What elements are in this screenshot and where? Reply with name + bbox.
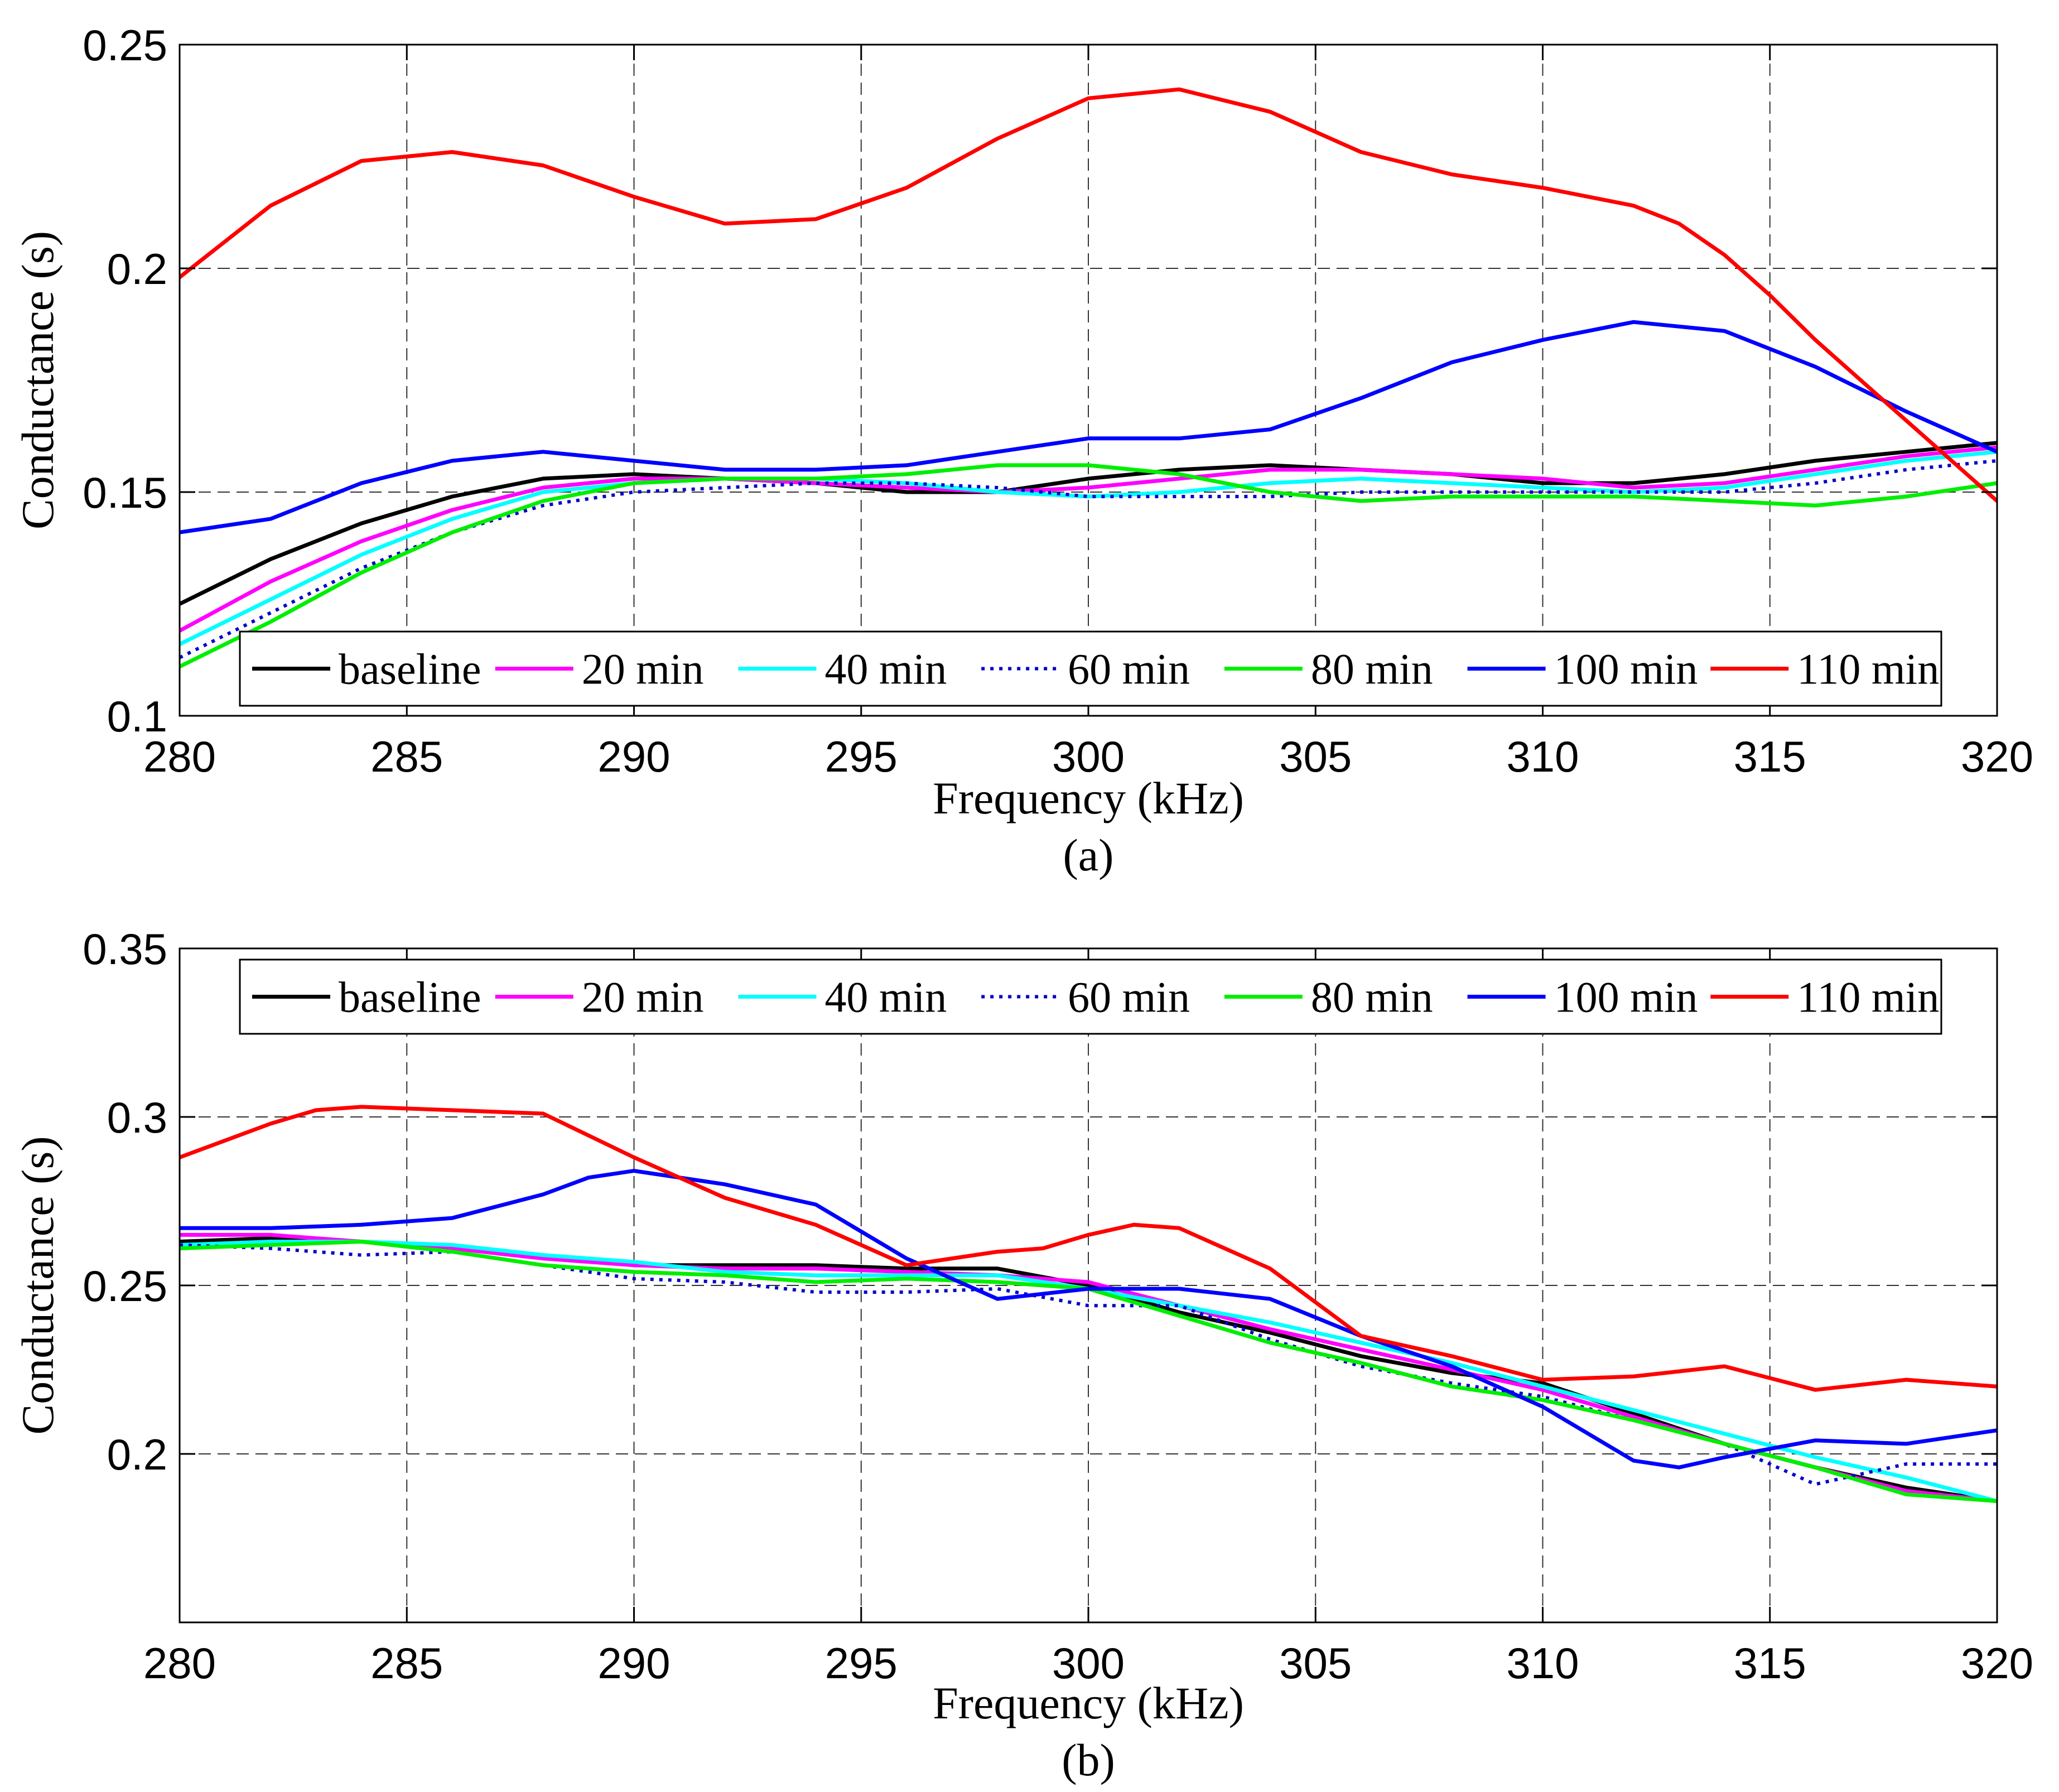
legend-label: 110 min: [1797, 645, 1939, 693]
legend-label: baseline: [339, 645, 481, 693]
series-line-110-min: [180, 87, 1997, 503]
x-tick-label: 295: [825, 732, 898, 781]
x-axis-label: Frequency (kHz): [933, 773, 1244, 823]
x-tick-label: 290: [597, 1639, 670, 1688]
series-line-baseline: [180, 441, 1997, 606]
x-tick-label: 305: [1279, 1639, 1352, 1688]
y-tick-label: 0.1: [107, 692, 167, 741]
legend: baseline 20 min 40 min 60 min 80 min 100 min 1…: [239, 630, 1942, 707]
legend-label: 100 min: [1554, 645, 1698, 693]
x-tick-label: 280: [143, 1639, 216, 1688]
x-tick-label: 315: [1734, 1639, 1806, 1688]
y-tick-label: 0.25: [83, 21, 167, 70]
legend-label: 20 min: [582, 973, 704, 1022]
y-tick-label: 0.15: [83, 468, 167, 517]
x-tick-label: 300: [1052, 1639, 1125, 1688]
y-tick-label: 0.25: [83, 1261, 167, 1311]
legend-label: 60 min: [1068, 645, 1190, 693]
legend-label: 100 min: [1554, 973, 1698, 1022]
series-line-100-min: [180, 1169, 1997, 1470]
series-group: [180, 87, 1997, 669]
x-tick-label: 285: [370, 1639, 443, 1688]
x-tick-label: 290: [597, 732, 670, 781]
legend-label: 80 min: [1311, 645, 1433, 693]
panel-a: 280 285 290 295 300 305 310 315 320 0.1 0.15 0.2 0.2…: [12, 21, 2033, 880]
legend-label: baseline: [339, 973, 481, 1022]
legend-label: 40 min: [824, 645, 947, 693]
x-tick-label: 305: [1279, 732, 1352, 781]
legend-label: 110 min: [1797, 973, 1939, 1022]
x-tick-label: 285: [370, 732, 443, 781]
y-axis-label: Conductance (s): [12, 231, 63, 529]
series-line-100-min: [180, 320, 1997, 534]
x-tick-label: 320: [1961, 1639, 2033, 1688]
x-axis-label: Frequency (kHz): [933, 1678, 1244, 1728]
series-group: [180, 1105, 1997, 1504]
y-tick-label: 0.2: [107, 244, 167, 293]
y-axis-label: Conductance (s): [12, 1136, 63, 1434]
series-line-40-min: [180, 450, 1997, 647]
series-line-20-min: [180, 445, 1997, 633]
panel-caption: (b): [1062, 1735, 1115, 1785]
x-tick-label: 310: [1506, 1639, 1579, 1688]
y-tick-label: 0.35: [83, 924, 167, 974]
legend: baseline 20 min 40 min 60 min 80 min 100 min 1…: [239, 958, 1942, 1035]
legend-label: 80 min: [1311, 973, 1433, 1022]
y-tick-label: 0.2: [107, 1430, 167, 1479]
x-tick-label: 300: [1052, 732, 1125, 781]
y-tick-label: 0.3: [107, 1093, 167, 1142]
legend-label: 20 min: [582, 645, 704, 693]
x-tick-label: 280: [143, 732, 216, 781]
legend-label: 60 min: [1068, 973, 1190, 1022]
x-tick-label: 295: [825, 1639, 898, 1688]
panel-caption: (a): [1063, 830, 1113, 880]
x-tick-label: 310: [1506, 732, 1579, 781]
series-line-110-min: [180, 1105, 1997, 1392]
legend-label: 40 min: [824, 973, 947, 1022]
series-line-80-min: [180, 463, 1997, 669]
panel-b: 280 285 290 295 300 305 310 315 320 0.2 0.25 0.3 0.3…: [12, 924, 2033, 1785]
x-tick-label: 315: [1734, 732, 1806, 781]
x-tick-label: 320: [1961, 732, 2033, 781]
